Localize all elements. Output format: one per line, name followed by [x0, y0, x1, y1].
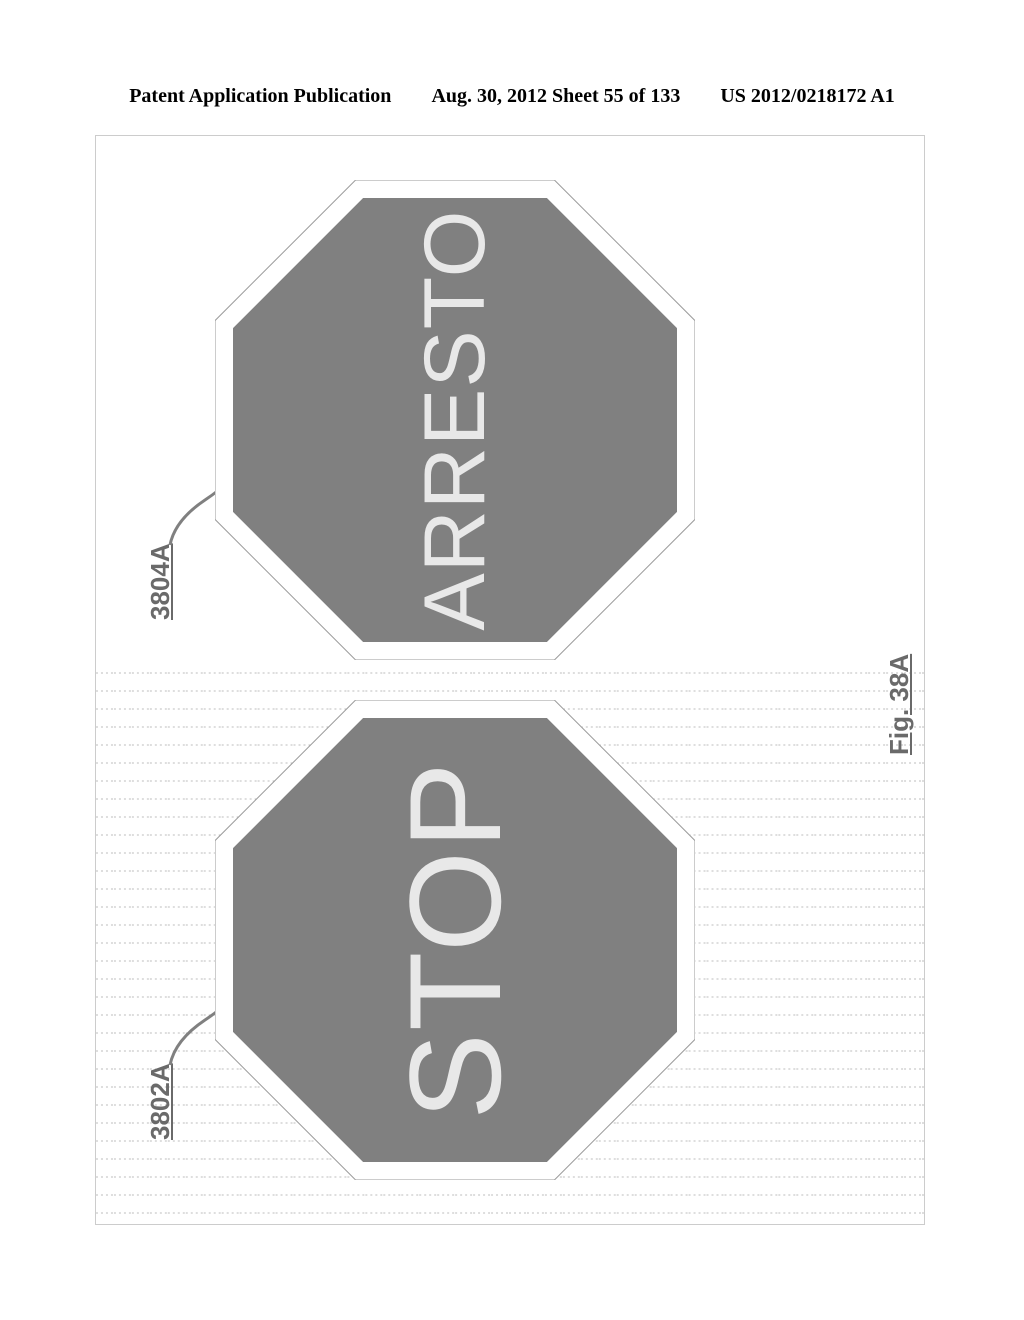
stop-sign-fill: STOP	[233, 718, 677, 1162]
patent-header: Patent Application Publication Aug. 30, …	[0, 85, 1024, 108]
arresto-sign-octagon: ARRESTO	[215, 180, 695, 660]
figure-caption: Fig. 38A	[884, 654, 915, 755]
sign-arresto: 3804A ARRESTO	[215, 180, 695, 660]
ref-label-3802a: 3802A	[145, 1063, 176, 1140]
ref-label-3804a: 3804A	[145, 543, 176, 620]
header-date-sheet: Aug. 30, 2012 Sheet 55 of 133	[431, 85, 680, 108]
sign-stop: 3802A STOP	[215, 700, 695, 1180]
arresto-sign-fill: ARRESTO	[233, 198, 677, 642]
arresto-sign-text: ARRESTO	[406, 209, 505, 630]
figure-frame: 3802A STOP 3804A	[95, 135, 925, 1225]
header-publication-number: US 2012/0218172 A1	[720, 85, 894, 108]
stop-sign-text: STOP	[380, 760, 530, 1120]
stop-sign-octagon: STOP	[215, 700, 695, 1180]
header-publication-type: Patent Application Publication	[129, 85, 391, 108]
figure-content-rotated: 3802A STOP 3804A	[95, 135, 925, 1225]
signs-row: 3802A STOP 3804A	[95, 135, 925, 1225]
